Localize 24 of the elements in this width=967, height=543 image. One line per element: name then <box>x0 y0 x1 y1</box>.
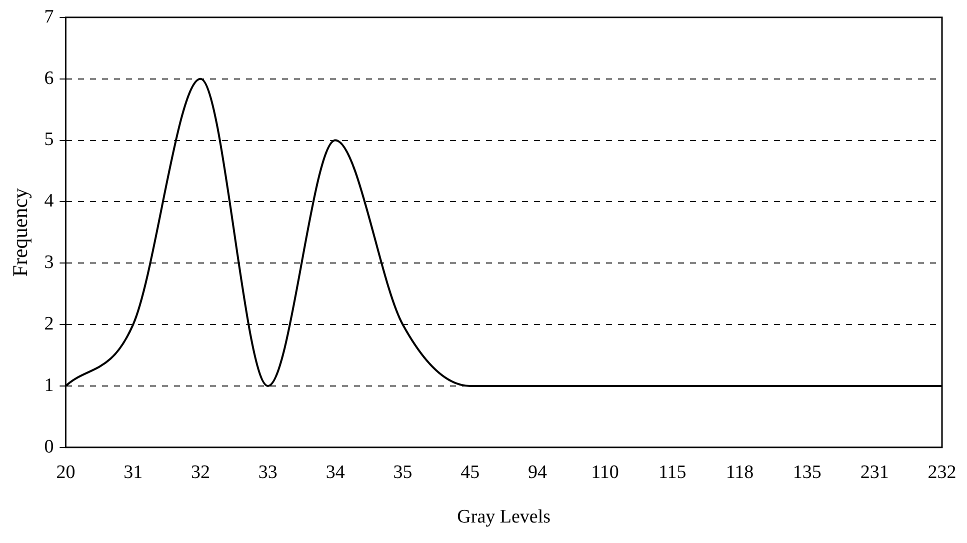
y-tick-label: 3 <box>44 252 54 274</box>
y-tick-label: 1 <box>44 374 54 396</box>
x-tick-label: 33 <box>258 462 278 483</box>
x-tick-label: 110 <box>591 462 619 483</box>
y-tick-label: 7 <box>44 6 54 28</box>
x-axis-title: Gray Levels <box>457 506 551 528</box>
x-tick-label: 34 <box>326 462 346 483</box>
y-axis-title: Frequency <box>8 188 32 277</box>
y-tick-label: 6 <box>44 68 54 89</box>
x-tick-label: 20 <box>56 462 76 483</box>
y-tick-label: 0 <box>44 436 54 458</box>
x-tick-label: 115 <box>658 462 686 483</box>
y-tick-label: 5 <box>44 129 54 150</box>
y-tick-label: 4 <box>44 190 54 212</box>
x-tick-label: 232 <box>928 462 956 483</box>
x-tick-label: 32 <box>191 462 210 483</box>
x-tick-label: 118 <box>726 462 754 483</box>
x-tick-label: 231 <box>860 462 889 483</box>
x-tick-label: 94 <box>528 462 548 483</box>
x-tick-label: 135 <box>792 462 822 483</box>
x-tick-label: 31 <box>124 462 143 483</box>
x-tick-label: 35 <box>393 462 412 483</box>
y-tick-label: 2 <box>44 314 54 335</box>
x-tick-label: 45 <box>460 462 480 483</box>
